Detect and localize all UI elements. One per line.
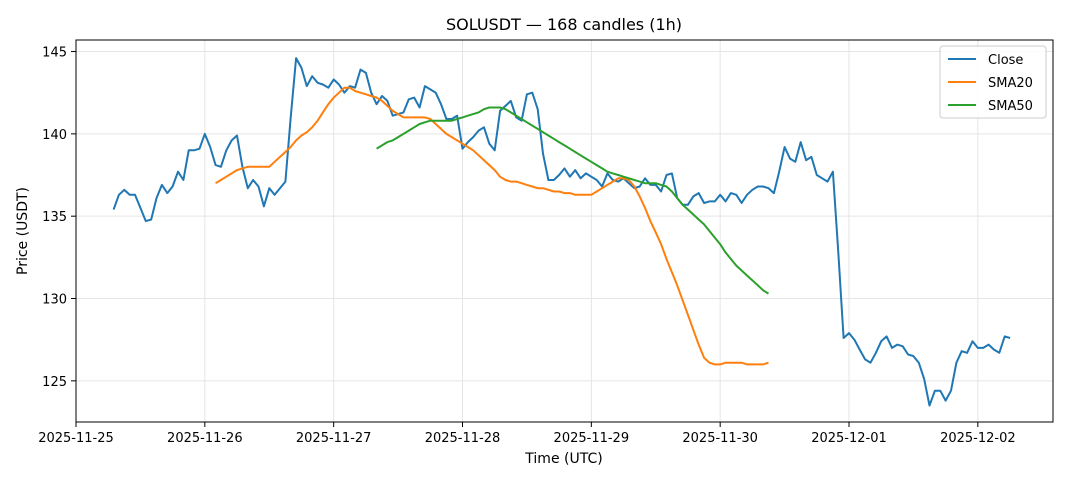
x-tick-label: 2025-11-26 — [167, 431, 243, 446]
x-tick-label: 2025-11-27 — [296, 431, 372, 446]
y-axis-ticks: 125 130 135 140 145 — [42, 46, 76, 390]
grid-lines — [75, 40, 1053, 422]
y-tick-label: 140 — [42, 128, 67, 143]
series-line-sma50 — [376, 106, 770, 295]
y-tick-label: 135 — [42, 210, 67, 225]
x-axis-title: Time (UTC) — [524, 451, 602, 467]
legend-label-close: Close — [988, 53, 1023, 68]
series-lines — [112, 57, 1011, 407]
y-axis-title: Price (USDT) — [15, 187, 31, 275]
x-tick-label: 2025-11-25 — [38, 431, 114, 446]
series-line-sma20 — [215, 86, 769, 366]
legend-label-sma20: SMA20 — [988, 76, 1033, 91]
plot-area-frame — [75, 39, 1054, 423]
x-tick-label: 2025-11-30 — [682, 431, 758, 446]
x-tick-label: 2025-12-02 — [940, 431, 1016, 446]
y-tick-label: 125 — [42, 375, 67, 390]
chart-title: SOLUSDT — 168 candles (1h) — [446, 15, 682, 34]
y-tick-label: 130 — [42, 293, 67, 308]
x-tick-label: 2025-11-29 — [554, 431, 630, 446]
series-line-close — [112, 57, 1011, 407]
x-tick-label: 2025-12-01 — [811, 431, 887, 446]
x-tick-label: 2025-11-28 — [425, 431, 501, 446]
legend-box — [939, 45, 1047, 119]
x-axis-ticks: 2025-11-25 2025-11-26 2025-11-27 2025-11-28… — [38, 422, 1016, 446]
y-tick-label: 145 — [42, 46, 67, 61]
legend: Close SMA20 SMA50 — [939, 45, 1047, 119]
legend-label-sma50: SMA50 — [988, 99, 1033, 114]
